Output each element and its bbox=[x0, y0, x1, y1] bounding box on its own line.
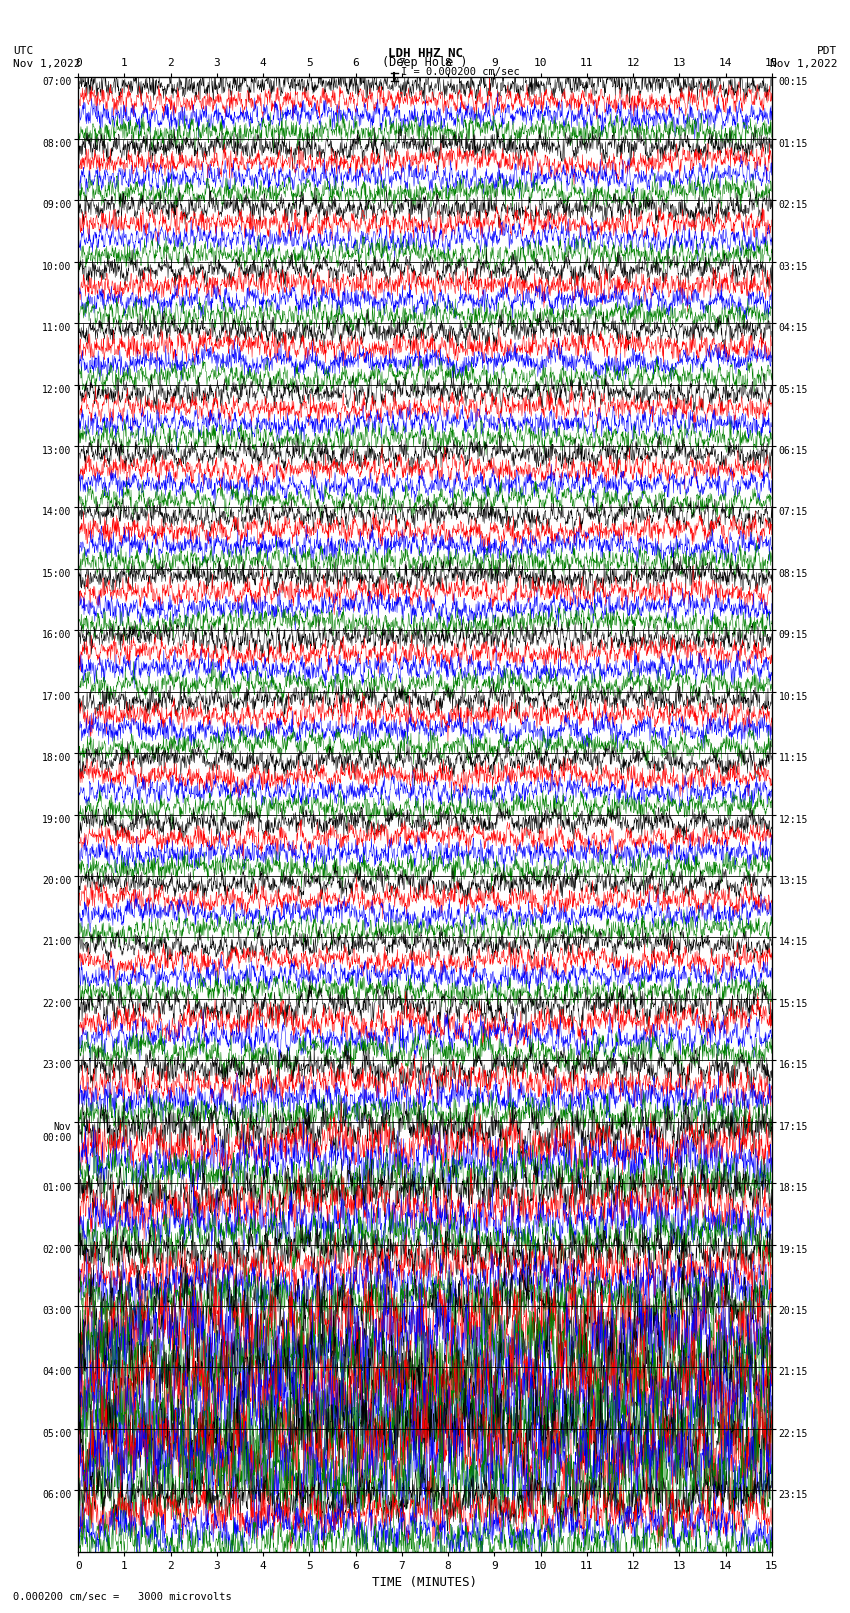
Text: Nov 1,2022: Nov 1,2022 bbox=[770, 60, 837, 69]
Text: UTC: UTC bbox=[13, 47, 33, 56]
Text: PDT: PDT bbox=[817, 47, 837, 56]
Text: I = 0.000200 cm/sec: I = 0.000200 cm/sec bbox=[401, 68, 520, 77]
X-axis label: TIME (MINUTES): TIME (MINUTES) bbox=[372, 1576, 478, 1589]
Text: LDH HHZ NC: LDH HHZ NC bbox=[388, 47, 462, 60]
Text: Nov 1,2022: Nov 1,2022 bbox=[13, 60, 80, 69]
Text: 0.000200 cm/sec =   3000 microvolts: 0.000200 cm/sec = 3000 microvolts bbox=[13, 1592, 231, 1602]
Text: (Deep Hole ): (Deep Hole ) bbox=[382, 56, 468, 69]
